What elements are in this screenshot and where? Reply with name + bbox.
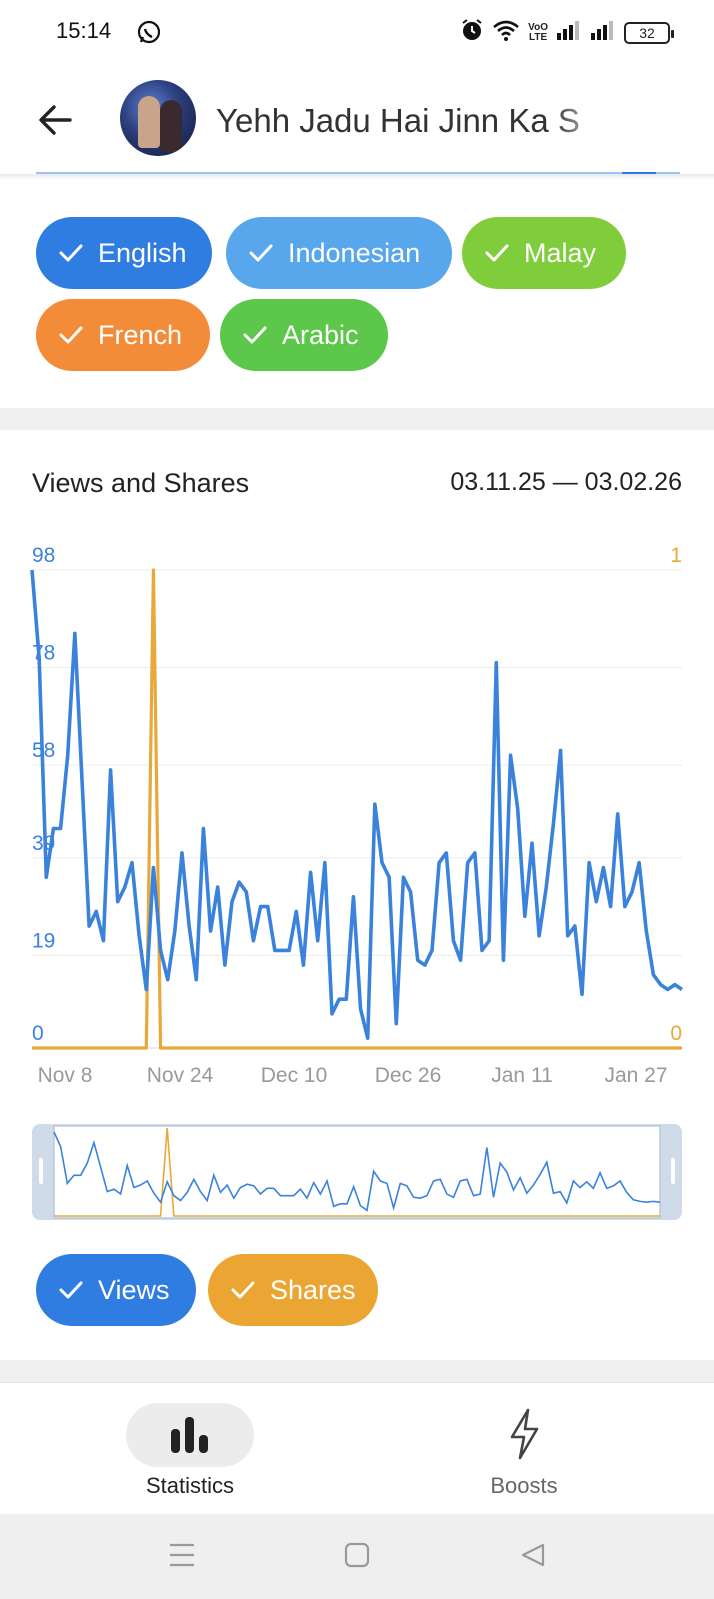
series-line-views: [30, 569, 684, 1041]
volte-top: VoO: [528, 21, 548, 33]
navigator-window: [54, 1126, 660, 1218]
y-tick-label: 78: [32, 642, 55, 665]
system-nav-bar: [0, 1514, 714, 1599]
volte-bottom: LTE: [529, 31, 548, 43]
lightning-icon: [510, 1408, 539, 1460]
nav-label: Statistics: [145, 1473, 235, 1498]
alarm-icon: [460, 18, 484, 47]
check-icon: [59, 1281, 83, 1299]
navigator-handle-right[interactable]: [671, 1158, 675, 1184]
language-chip-french[interactable]: French: [36, 299, 210, 371]
status-bar: 15:14 VoO LTE 32: [0, 0, 714, 66]
channel-avatar[interactable]: [120, 80, 196, 156]
navigator-frame: [53, 1125, 661, 1219]
y-tick-label: 98: [32, 544, 55, 567]
status-icons: VoO LTE 32: [460, 18, 674, 47]
check-icon: [243, 326, 267, 344]
x-tick-label: Jan 27: [604, 1064, 667, 1087]
y-tick-label: 19: [32, 929, 55, 952]
signal-icon: [556, 20, 582, 45]
series-label: Shares: [270, 1274, 356, 1305]
chart-date-range[interactable]: 03.11.25 — 03.02.26: [450, 468, 682, 496]
series-label: Views: [98, 1274, 170, 1305]
volte-indicator: VoO LTE: [528, 21, 548, 43]
x-tick-label: Nov 8: [38, 1064, 93, 1087]
check-icon: [231, 1281, 255, 1299]
x-tick-label: Nov 24: [147, 1064, 214, 1087]
chip-label: Malay: [524, 237, 597, 268]
y-tick-label: 0: [32, 1022, 44, 1045]
menu-icon[interactable]: [168, 1542, 196, 1568]
wifi-icon: [492, 19, 520, 46]
language-chip-malay[interactable]: Malay: [462, 217, 626, 289]
navigator-handle-left[interactable]: [39, 1158, 43, 1184]
x-tick-label: Jan 11: [491, 1064, 553, 1087]
section-divider: [0, 408, 714, 430]
header-divider: [0, 174, 714, 180]
battery-icon: 32: [624, 21, 674, 44]
series-toggle-shares[interactable]: Shares: [208, 1254, 378, 1326]
navigator-line-views: [53, 1131, 661, 1212]
language-chip-arabic[interactable]: Arabic: [220, 299, 388, 371]
section-divider: [0, 1360, 714, 1382]
x-tick-label: Dec 10: [261, 1064, 328, 1087]
back-triangle-icon[interactable]: [520, 1542, 546, 1568]
chart-title: Views and Shares: [32, 468, 250, 498]
arrow-left-icon: [39, 105, 72, 135]
chart-navigator[interactable]: [32, 1124, 682, 1220]
language-chip-indonesian[interactable]: Indonesian: [226, 217, 452, 289]
nav-item-boosts[interactable]: Boosts: [424, 1383, 624, 1515]
avatar-figure: [160, 100, 182, 152]
check-icon: [485, 244, 509, 262]
app-header: Yehh Jadu Hai Jinn Ka S: [0, 66, 714, 174]
check-icon: [249, 244, 273, 262]
navigator-line-shares: [54, 1127, 660, 1217]
y-right-tick-label: 1: [670, 544, 682, 567]
bottom-nav: Statistics Boosts: [0, 1382, 714, 1514]
avatar-figure: [138, 96, 160, 148]
nav-label: Boosts: [490, 1473, 558, 1498]
y-right-tick-label: 0: [670, 1022, 682, 1045]
bar-chart-icon: [171, 1417, 208, 1453]
battery-level: 32: [639, 24, 655, 41]
language-chip-english[interactable]: English: [36, 217, 212, 289]
series-line-shares: [32, 568, 682, 1050]
series-toggle-views[interactable]: Views: [36, 1254, 196, 1326]
whatsapp-icon: [136, 20, 162, 51]
chip-label: Indonesian: [288, 237, 421, 268]
status-time: 15:14: [56, 18, 112, 43]
x-tick-label: Dec 26: [375, 1064, 442, 1087]
page-title: Yehh Jadu Hai Jinn Ka S: [216, 102, 580, 139]
chip-label: Arabic: [282, 319, 359, 350]
nav-item-statistics[interactable]: Statistics: [90, 1383, 290, 1515]
check-icon: [59, 244, 83, 262]
signal-icon-2: [590, 20, 616, 45]
chip-label: English: [98, 237, 187, 268]
back-button[interactable]: [36, 100, 76, 140]
check-icon: [59, 326, 83, 344]
home-icon[interactable]: [344, 1542, 370, 1568]
chip-label: French: [98, 319, 183, 350]
